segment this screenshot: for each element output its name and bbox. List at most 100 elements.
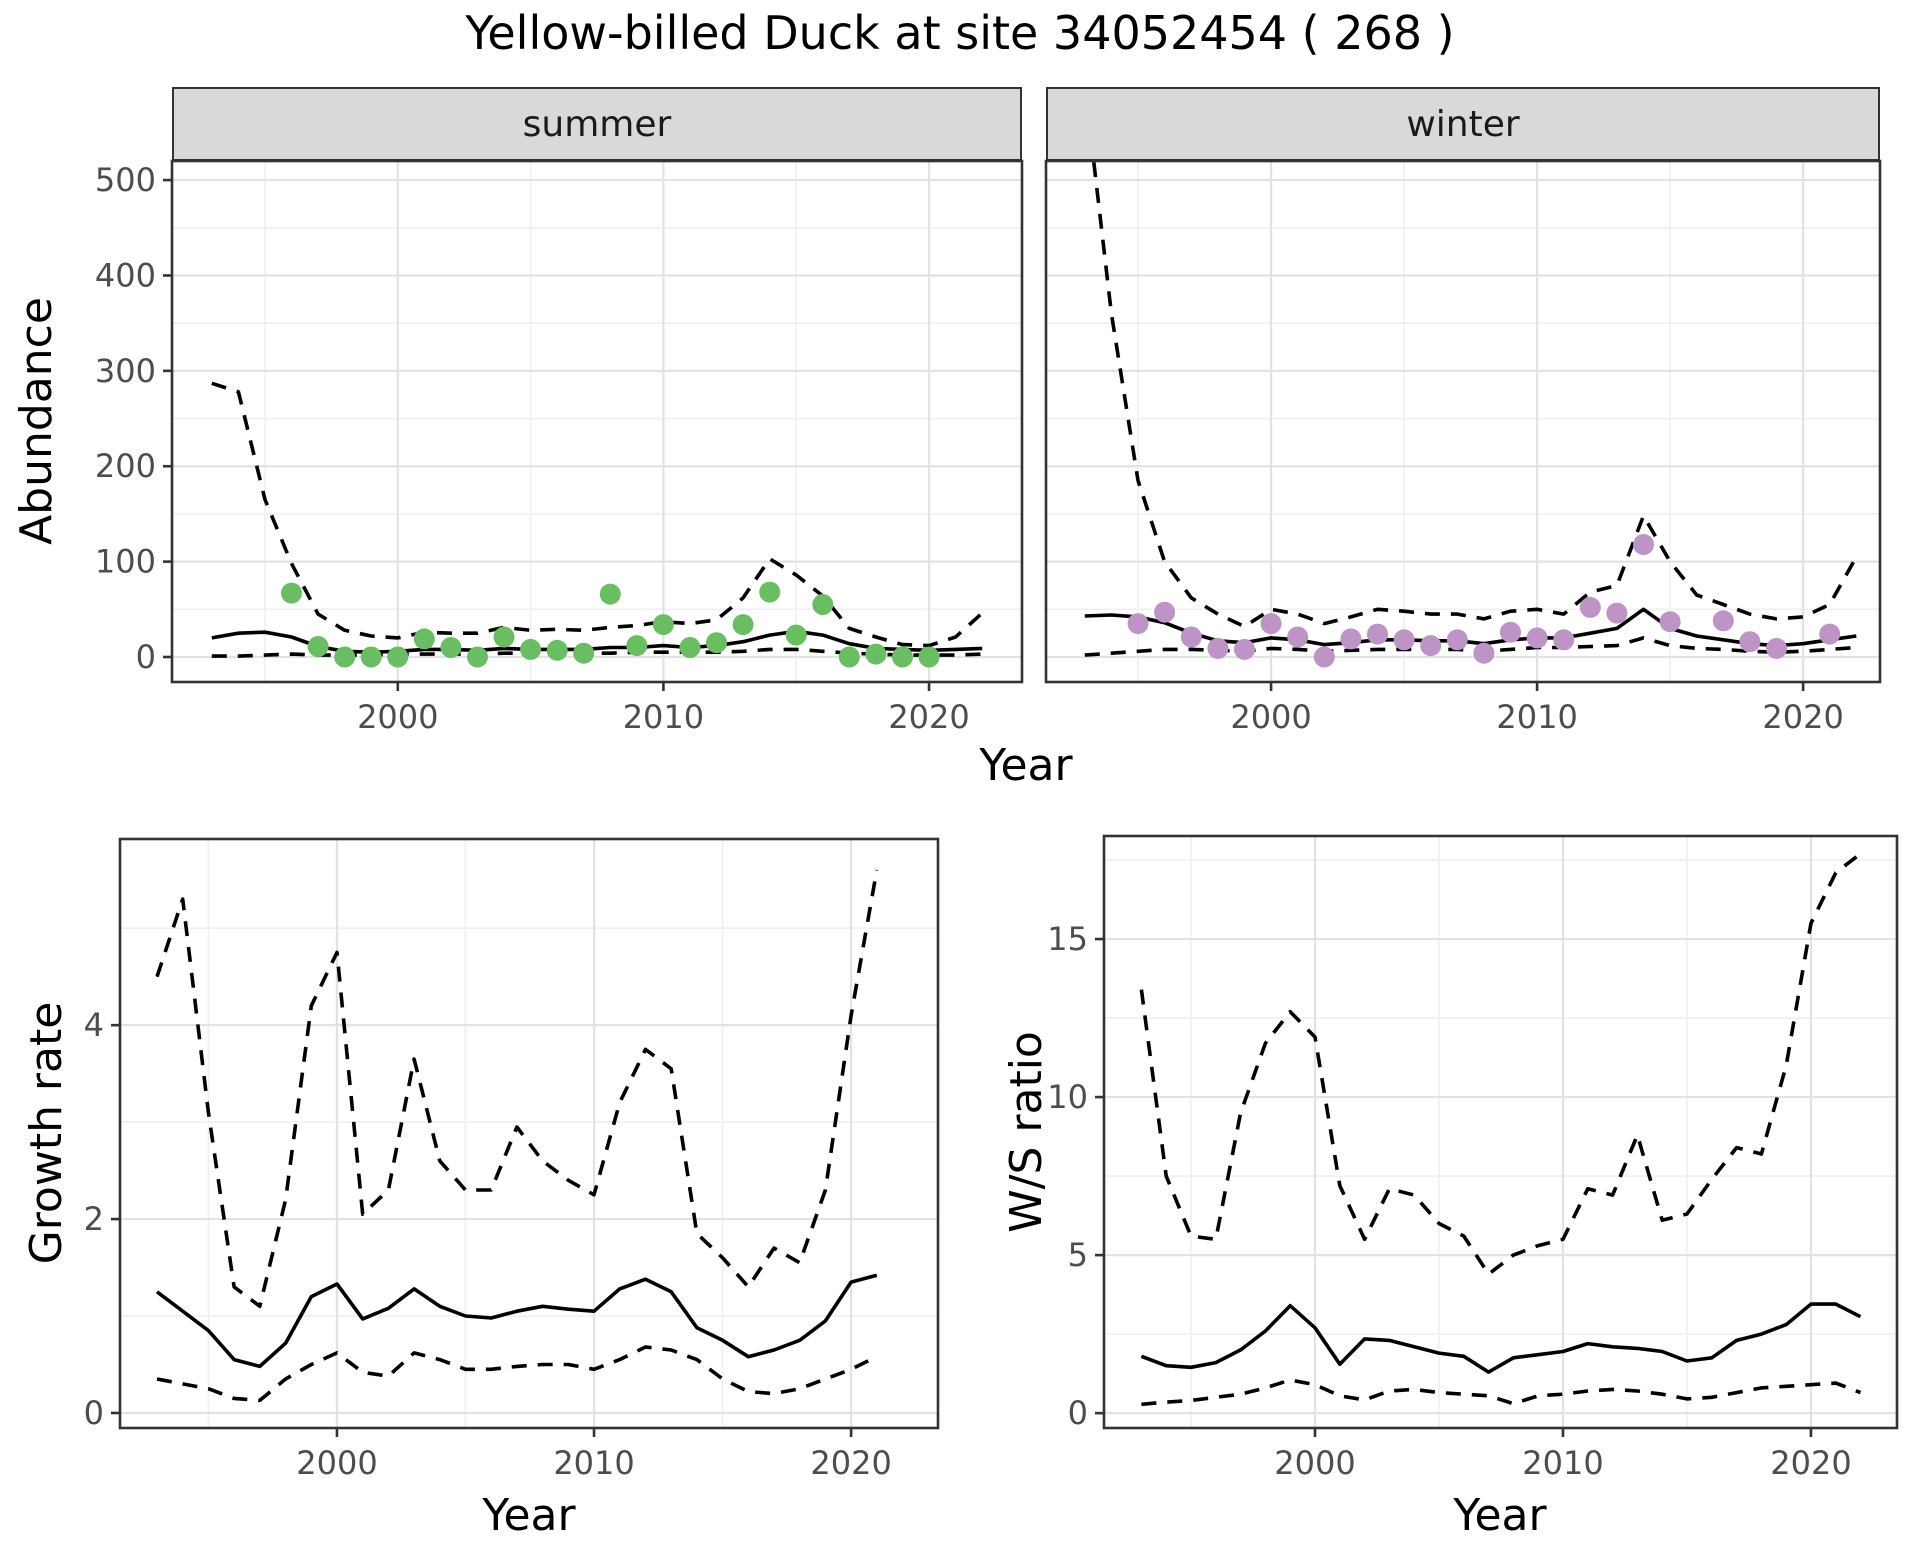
observed-count-dot <box>1766 637 1787 659</box>
y-tick-label: 2 <box>84 1200 104 1238</box>
x-tick-label: 2010 <box>553 1444 634 1482</box>
observed-count-dot <box>1633 534 1654 555</box>
y-tick-label: 100 <box>95 543 156 581</box>
observed-count-dot <box>1207 637 1229 659</box>
x-tick-label: 2010 <box>1522 1444 1603 1482</box>
facet-strip-winter: winter <box>1046 87 1880 161</box>
observed-count-dot <box>467 646 488 668</box>
panel-background <box>120 839 938 1428</box>
observed-count-dot <box>413 628 435 650</box>
observed-count-dot <box>387 646 409 668</box>
panel-border <box>1044 159 1882 684</box>
observed-count-dot <box>1819 623 1841 645</box>
observed-count-dot <box>838 646 860 668</box>
axis-ticks-and-labels: 2000 2010 2020 0 5 10 15 <box>1047 920 1851 1482</box>
panel-abundance-winter: 2000 2010 2020 <box>1044 159 1882 736</box>
observed-count-dot <box>1526 627 1548 649</box>
x-tick-label: 2020 <box>1770 1444 1851 1482</box>
observed-count-dot <box>1340 628 1362 650</box>
x-tick-label: 2000 <box>357 698 438 736</box>
axis-ticks-and-labels: 2000 2010 2020 <box>1230 682 1844 736</box>
observed-count-dot <box>679 637 701 658</box>
x-tick-label: 2010 <box>1496 698 1577 736</box>
observed-count-dot <box>892 646 913 668</box>
panel-background <box>1046 161 1880 682</box>
observed-count-dot <box>1287 626 1309 648</box>
observed-count-dot <box>918 646 940 668</box>
gridlines <box>1046 161 1880 682</box>
estimate-line <box>1140 1302 1862 1374</box>
observed-count-dot <box>1180 626 1202 648</box>
observed-count-dot <box>1393 629 1415 651</box>
observed-count-dot <box>1553 629 1575 651</box>
observed-count-dot <box>626 635 648 657</box>
observed-count-dot <box>1127 613 1149 635</box>
y-tick-label: 400 <box>95 256 156 294</box>
panel-background <box>1104 836 1897 1428</box>
axis-ticks-and-labels: 2000 2010 2020 0 2 4 <box>84 1006 892 1482</box>
y-tick-label: 0 <box>1068 1394 1088 1432</box>
facet-label-winter: winter <box>1406 103 1520 145</box>
y-tick-label: 5 <box>1068 1236 1088 1274</box>
facet-label-summer: summer <box>522 103 672 145</box>
observed-count-dot <box>1579 596 1601 618</box>
observed-count-dot <box>1473 642 1495 664</box>
y-axis-title-growth-rate: Growth rate <box>20 1001 72 1265</box>
observed-count-dot <box>732 614 754 636</box>
observed-count-dot <box>281 582 302 604</box>
observed-count-dot <box>307 636 329 657</box>
x-tick-label: 2020 <box>1762 698 1843 736</box>
axis-ticks-and-labels: 2000 2010 2020 0 100 200 300 400 500 <box>95 161 970 736</box>
panel-ws-ratio: 2000 2010 2020 0 5 10 15 <box>1047 834 1899 1482</box>
lower-ci-line <box>156 1345 878 1403</box>
observed-count-dot <box>1500 621 1521 643</box>
x-axis-title-year-top: Year <box>979 739 1073 791</box>
y-tick-label: 4 <box>84 1006 104 1044</box>
upper-ci-line <box>1139 852 1862 1276</box>
y-axis-title-ws-ratio: W/S ratio <box>1000 1031 1052 1233</box>
panel-abundance-summer: 2000 2010 2020 0 100 200 300 400 500 <box>95 159 1024 736</box>
observed-count-dot <box>1154 601 1176 623</box>
panel-border <box>170 159 1024 684</box>
panel-border <box>118 837 940 1430</box>
observed-count-dot <box>785 624 807 646</box>
panel-background <box>172 161 1022 682</box>
estimate-line <box>155 1273 878 1369</box>
lower-ci-line <box>1141 1378 1862 1407</box>
observed-count-dot <box>440 637 462 658</box>
observed-count-dot <box>334 646 356 668</box>
x-axis-title-year-bottom-left: Year <box>482 1489 576 1541</box>
observed-count-dot <box>652 614 674 636</box>
facet-strip-summer: summer <box>172 87 1022 161</box>
y-tick-label: 200 <box>95 447 156 485</box>
observed-count-dot <box>493 626 515 648</box>
x-axis-title-year-bottom-right: Year <box>1453 1489 1547 1541</box>
observed-count-dot <box>1739 631 1761 653</box>
observed-count-dot <box>599 583 621 605</box>
y-axis-title-abundance: Abundance <box>10 297 62 545</box>
observed-count-dot <box>573 642 595 664</box>
observation-points <box>1127 534 1841 668</box>
observed-count-dot <box>1606 602 1628 624</box>
x-tick-label: 2000 <box>1274 1444 1355 1482</box>
x-tick-label: 2020 <box>888 698 969 736</box>
observed-count-dot <box>1260 613 1282 635</box>
observed-count-dot <box>1367 623 1388 645</box>
y-tick-label: 10 <box>1047 1078 1088 1116</box>
observation-points <box>281 581 940 668</box>
y-tick-label: 0 <box>84 1394 104 1432</box>
observed-count-dot <box>812 594 834 615</box>
observed-count-dot <box>520 638 542 660</box>
upper-ci-line <box>155 869 879 1309</box>
y-tick-label: 15 <box>1047 920 1088 958</box>
observed-count-dot <box>1234 638 1255 660</box>
upper-ci-line <box>1091 161 1858 629</box>
panel-growth-rate: 2000 2010 2020 0 2 4 <box>84 837 940 1482</box>
x-tick-label: 2000 <box>1230 698 1311 736</box>
x-tick-label: 2020 <box>810 1444 891 1482</box>
chart-title: Yellow-billed Duck at site 34052454 ( 26… <box>465 6 1455 60</box>
observed-count-dot <box>1659 611 1681 633</box>
observed-count-dot <box>546 639 568 661</box>
observed-count-dot <box>1313 646 1335 668</box>
